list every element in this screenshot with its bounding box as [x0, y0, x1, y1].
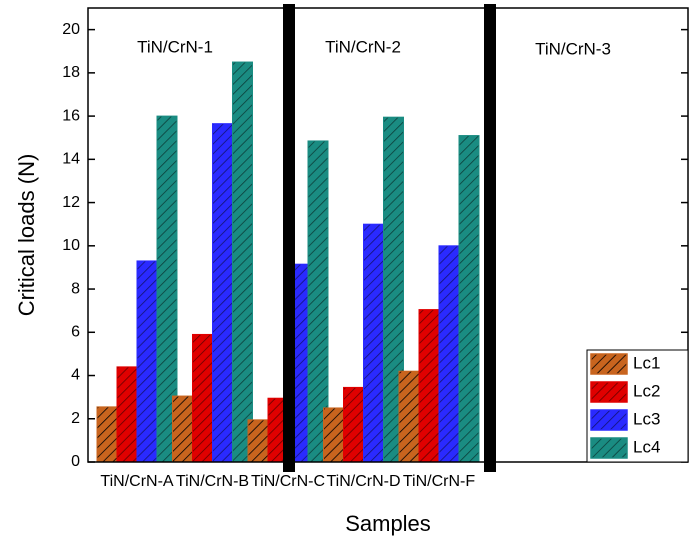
y-tick-label: 10 [62, 237, 80, 254]
legend-swatch [590, 381, 628, 403]
plot-frame [87, 7, 689, 463]
x-tick-label: TiN/CrN-D [326, 473, 400, 490]
bar [418, 309, 440, 463]
legend-label: Lc2 [633, 381, 660, 400]
bar [398, 370, 420, 463]
annotation: TiN/CrN-2 [325, 37, 401, 56]
bar [343, 386, 364, 463]
x-tick-label: TiN/CrN-B [176, 473, 249, 490]
legend-label: Lc3 [633, 409, 660, 428]
y-tick-label: 16 [62, 107, 80, 124]
legend-swatch [590, 437, 628, 459]
bar [247, 419, 269, 463]
x-tick-label: TiN/CrN-C [251, 473, 325, 490]
bar [116, 366, 138, 463]
y-tick-label: 12 [62, 194, 80, 211]
y-tick-label: 2 [71, 410, 80, 427]
annotation: TiN/CrN-3 [535, 39, 611, 58]
legend-label: Lc1 [633, 353, 660, 372]
bar [323, 407, 344, 463]
legend-swatch [590, 353, 628, 375]
bar [172, 395, 193, 463]
bar [458, 135, 480, 463]
bar [192, 333, 213, 463]
bar [438, 245, 460, 463]
y-tick-label: 8 [71, 280, 80, 297]
bar [232, 61, 253, 463]
x-axis-title: Samples [345, 511, 431, 536]
separator [484, 4, 496, 472]
bar [212, 123, 233, 463]
x-tick-label: TiN/CrN-F [403, 473, 476, 490]
bar [363, 223, 384, 463]
y-tick-label: 4 [71, 367, 80, 384]
y-axis-title: Critical loads (N) [14, 154, 39, 317]
x-tick-label: TiN/CrN-A [100, 473, 174, 490]
separator [283, 4, 295, 472]
y-tick-label: 18 [62, 64, 80, 81]
legend-swatch [590, 409, 628, 431]
y-tick-label: 0 [71, 453, 80, 470]
y-tick-label: 14 [62, 151, 80, 168]
y-tick-label: 6 [71, 324, 80, 341]
annotation: TiN/CrN-1 [137, 37, 213, 56]
y-tick-label: 20 [62, 21, 80, 38]
legend-label: Lc4 [633, 437, 660, 456]
bar [96, 406, 118, 463]
bar [136, 260, 158, 463]
